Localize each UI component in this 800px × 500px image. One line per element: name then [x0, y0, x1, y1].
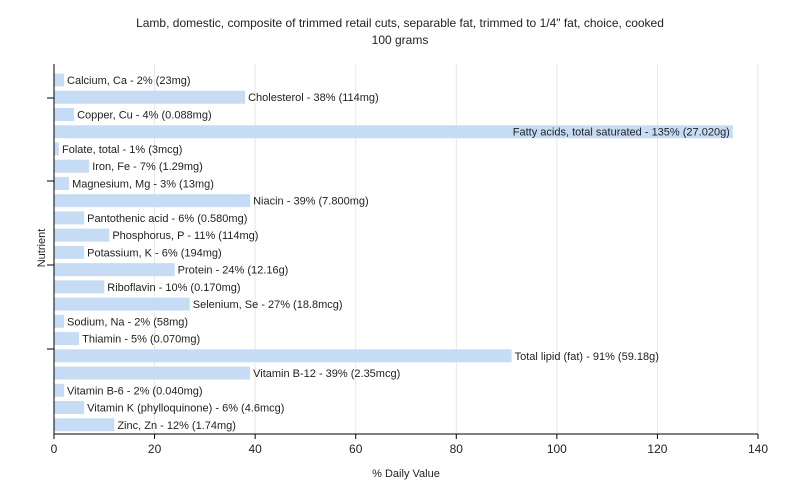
x-tick-label: 60	[349, 442, 363, 456]
bar-label: Total lipid (fat) - 91% (59.18g)	[515, 351, 659, 363]
bar	[54, 211, 85, 225]
bar	[54, 107, 75, 121]
bar-label: Riboflavin - 10% (0.170mg)	[107, 282, 240, 294]
bar	[54, 297, 190, 311]
x-tick-label: 40	[248, 442, 262, 456]
bar-label: Vitamin K (phylloquinone) - 6% (4.6mcg)	[87, 403, 284, 415]
bar	[54, 263, 175, 277]
x-tick-label: 100	[547, 442, 567, 456]
bar	[54, 125, 733, 139]
bar-label: Sodium, Na - 2% (58mg)	[67, 316, 188, 328]
bar	[54, 194, 251, 208]
x-tick-label: 20	[148, 442, 162, 456]
bar-label: Selenium, Se - 27% (18.8mcg)	[193, 299, 343, 311]
x-tick-label: 140	[748, 442, 768, 456]
bar-label: Copper, Cu - 4% (0.088mg)	[77, 109, 212, 121]
bar-label: Vitamin B-12 - 39% (2.35mcg)	[253, 368, 400, 380]
bar	[54, 349, 512, 363]
bar	[54, 332, 80, 346]
bar-label: Potassium, K - 6% (194mg)	[87, 247, 222, 259]
chart-subtitle: 100 grams	[372, 33, 429, 47]
bar	[54, 401, 85, 415]
bar-label: Iron, Fe - 7% (1.29mg)	[92, 161, 203, 173]
x-tick-label: 0	[51, 442, 58, 456]
axes: 0 20 40 60 80 100 120 140	[47, 64, 768, 456]
chart-title: Lamb, domestic, composite of trimmed ret…	[136, 16, 664, 30]
bar	[54, 176, 70, 190]
bar-label: Calcium, Ca - 2% (23mg)	[67, 75, 190, 87]
bar	[54, 142, 60, 156]
bar-label: Fatty acids, total saturated - 135% (27.…	[513, 127, 730, 139]
bar-label: Thiamin - 5% (0.070mg)	[82, 334, 200, 346]
bar	[54, 245, 85, 259]
bar	[54, 159, 90, 173]
x-tick-label: 80	[450, 442, 464, 456]
bar-label: Vitamin B-6 - 2% (0.040mg)	[67, 385, 203, 397]
bar-label: Folate, total - 1% (3mcg)	[62, 144, 182, 156]
bar	[54, 314, 65, 328]
bar	[54, 280, 105, 294]
bar-label: Phosphorus, P - 11% (114mg)	[112, 230, 258, 242]
bar	[54, 418, 115, 432]
bar	[54, 73, 65, 87]
y-axis-title: Nutrient	[36, 229, 48, 268]
bar-label: Cholesterol - 38% (114mg)	[248, 92, 379, 104]
x-tick-label: 120	[647, 442, 667, 456]
bar-label: Protein - 24% (12.16g)	[178, 265, 289, 277]
bar-label: Pantothenic acid - 6% (0.580mg)	[87, 213, 247, 225]
bars: Calcium, Ca - 2% (23mg) Cholesterol - 38%…	[54, 73, 733, 432]
bar	[54, 228, 110, 242]
bar-label: Magnesium, Mg - 3% (13mg)	[72, 178, 214, 190]
bar	[54, 383, 65, 397]
bar	[54, 366, 251, 380]
bar	[54, 90, 246, 104]
bar-label: Zinc, Zn - 12% (1.74mg)	[117, 420, 236, 432]
x-axis-title: % Daily Value	[372, 468, 440, 480]
bar-label: Niacin - 39% (7.800mg)	[253, 196, 369, 208]
